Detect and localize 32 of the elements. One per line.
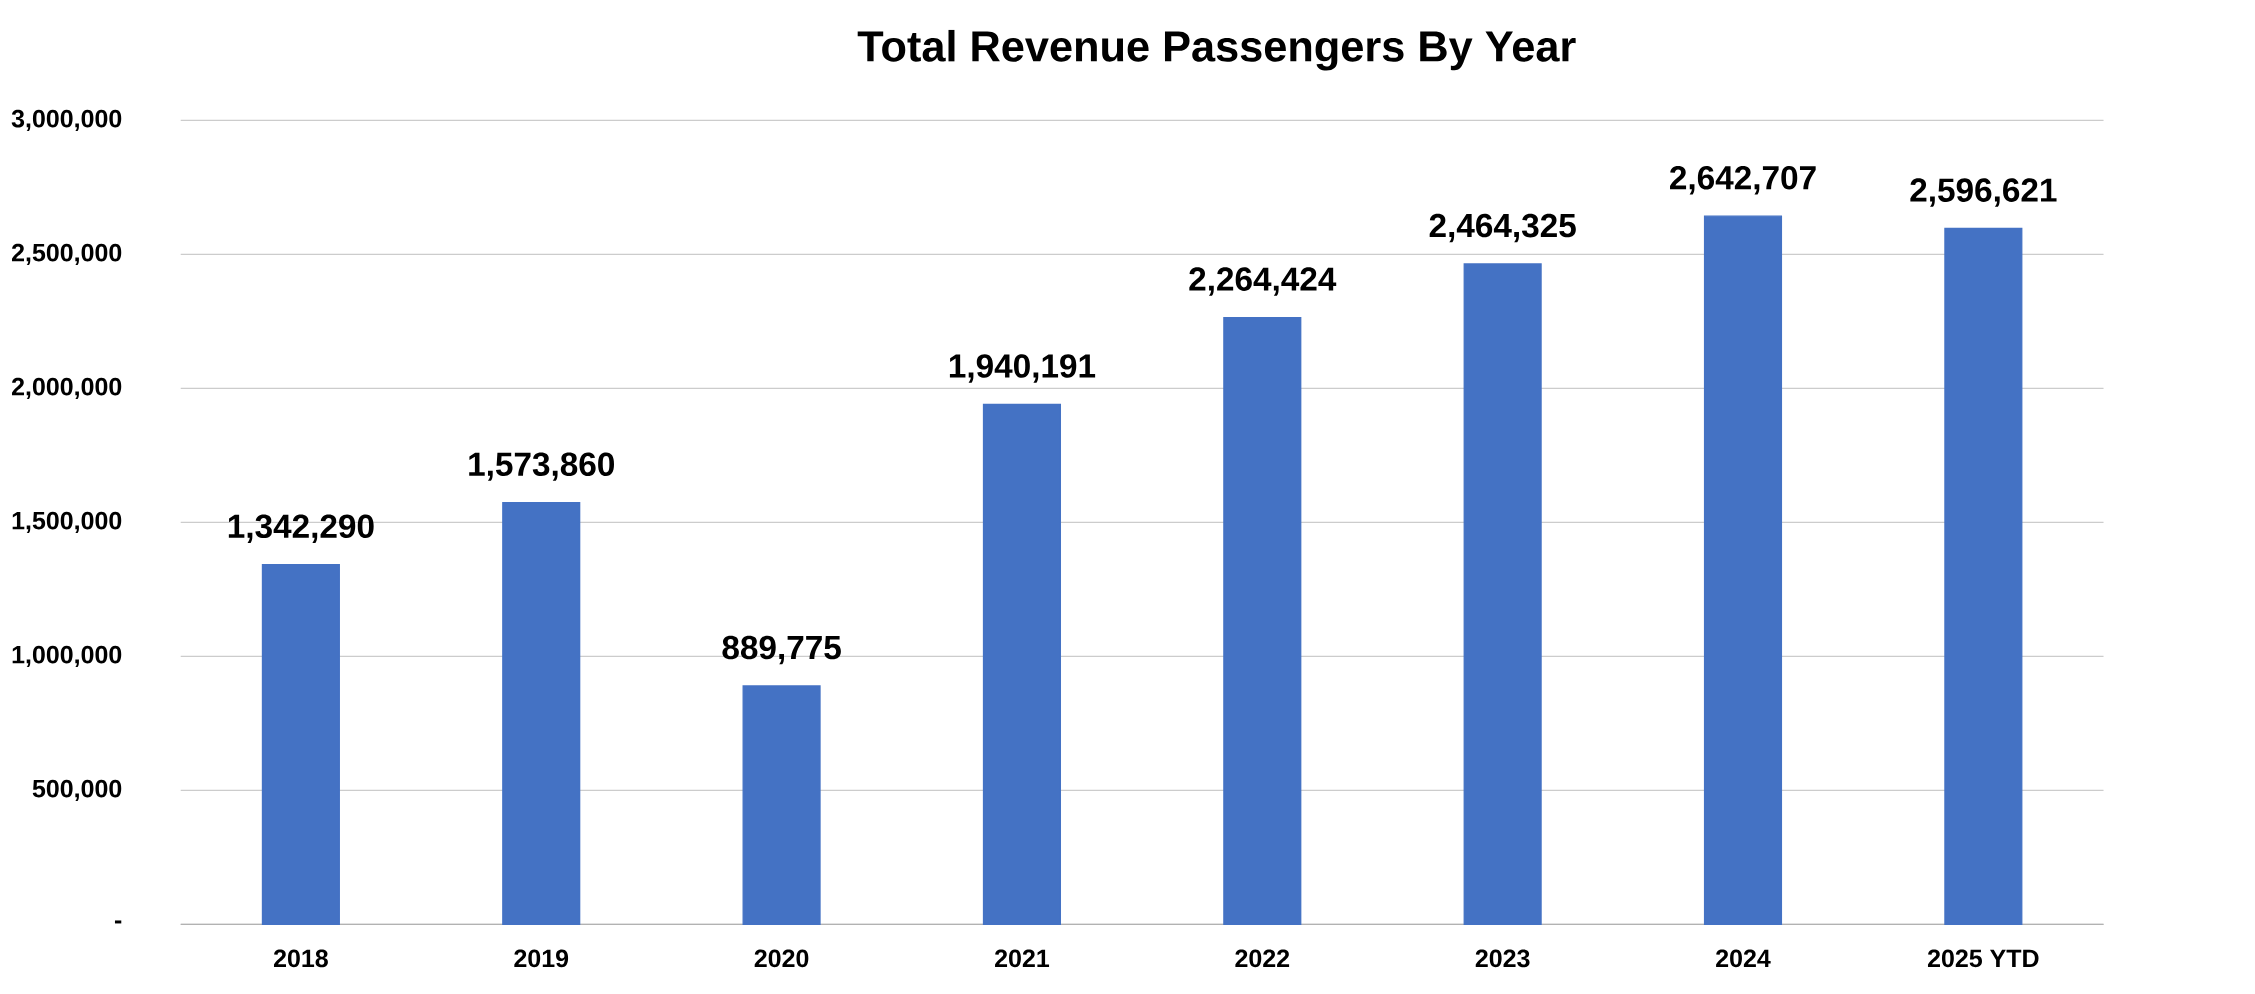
- data-label: 1,342,290: [228, 514, 374, 544]
- data-label: 2,264,424: [1189, 267, 1337, 296]
- data-label: 1,573,860: [469, 452, 615, 482]
- x-tick-label: 2019: [514, 949, 569, 968]
- bar: [742, 685, 821, 926]
- y-tick-label: 2,500,000: [11, 243, 122, 266]
- bar: [261, 564, 340, 926]
- bar: [1223, 317, 1302, 926]
- bar: [1703, 215, 1783, 926]
- data-label: 1,940,191: [949, 354, 1096, 383]
- x-tick-label: 2018: [273, 949, 328, 968]
- y-tick-label: 1,500,000: [12, 511, 122, 534]
- x-tick-label: 2020: [754, 949, 809, 968]
- chart-title: Total Revenue Passengers By Year: [857, 30, 1576, 71]
- x-tick-label: 2024: [1716, 949, 1771, 968]
- bar: [1944, 228, 2023, 926]
- bar: [1463, 263, 1542, 926]
- x-tick-label: 2023: [1475, 949, 1530, 968]
- y-tick-label: 3,000,000: [11, 109, 122, 132]
- bar: [982, 403, 1062, 926]
- y-tick-label: 1,000,000: [12, 645, 122, 668]
- y-tick-label: 500,000: [32, 779, 122, 802]
- x-tick-label: 2022: [1235, 949, 1290, 968]
- x-tick-label: 2021: [995, 949, 1050, 968]
- data-label: 2,642,707: [1670, 166, 1816, 195]
- data-label: 2,464,325: [1429, 213, 1576, 243]
- bar: [502, 502, 581, 926]
- y-tick-label: -: [114, 920, 122, 924]
- data-label: 2,596,621: [1910, 178, 2057, 207]
- y-tick-label: 2,000,000: [11, 377, 122, 400]
- x-tick-label: 2025 YTD: [1927, 949, 2039, 968]
- data-label: 889,775: [722, 635, 841, 665]
